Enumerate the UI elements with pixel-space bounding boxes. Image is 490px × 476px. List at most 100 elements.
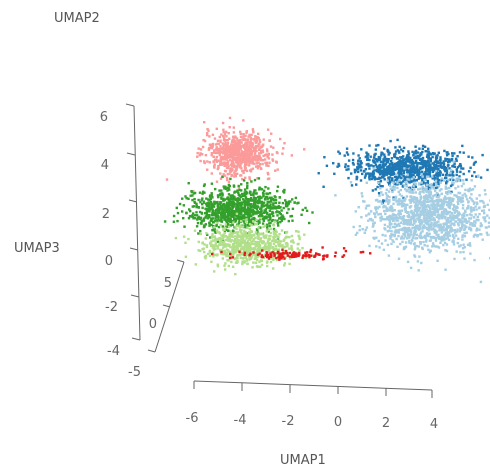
scatter-point (261, 249, 264, 252)
scatter-point (417, 157, 420, 160)
scatter-point (427, 159, 430, 163)
scatter-point (211, 196, 214, 199)
scatter-point (416, 174, 420, 177)
scatter-point (380, 169, 383, 173)
scatter-point (382, 158, 385, 161)
scatter-point (249, 161, 252, 164)
scatter-point (205, 214, 209, 217)
scatter-point (266, 150, 269, 153)
scatter-point (397, 213, 401, 216)
scatter-point (479, 222, 483, 225)
scatter-point (215, 160, 218, 163)
scatter-point (234, 198, 238, 201)
scatter-point (431, 170, 435, 173)
scatter-point (412, 176, 416, 179)
scatter-point (230, 154, 233, 157)
scatter-point (384, 192, 388, 195)
scatter-point (442, 160, 445, 163)
scatter-point (225, 201, 229, 204)
scatter-point (248, 164, 251, 167)
scatter-point (292, 251, 296, 255)
scatter-point (240, 203, 244, 206)
scatter-point (406, 211, 410, 214)
scatter-point (243, 243, 247, 246)
scatter-point (273, 206, 276, 210)
scatter-point (439, 223, 442, 226)
scatter-point (256, 249, 259, 252)
scatter-point (349, 181, 353, 184)
scatter-point (275, 258, 279, 262)
scatter-point (477, 175, 480, 178)
scatter-point (447, 159, 450, 162)
scatter-point (217, 217, 220, 220)
scatter-point (261, 162, 264, 166)
scatter-point (419, 157, 422, 161)
scatter-point (443, 241, 447, 245)
scatter-point (257, 241, 261, 245)
scatter-point (393, 185, 397, 189)
scatter-point (220, 213, 224, 216)
scatter-point (395, 237, 398, 241)
scatter-point (253, 153, 256, 156)
scatter-point (249, 136, 253, 139)
scatter-point (440, 225, 444, 229)
scatter-point (447, 161, 450, 164)
scatter-point (242, 136, 245, 139)
scatter-point (410, 217, 413, 220)
scatter-point (398, 215, 402, 219)
scatter-point (409, 166, 412, 170)
scatter-point (241, 209, 244, 213)
scatter-point (445, 243, 449, 246)
scatter-point (227, 156, 230, 159)
scatter-point (488, 216, 490, 220)
scatter-point (408, 215, 411, 218)
scatter-point (245, 130, 248, 133)
scatter-point (385, 161, 388, 164)
scatter-point (223, 199, 226, 202)
scatter-point (413, 248, 417, 251)
scatter-point (268, 209, 272, 213)
scatter-point (428, 225, 431, 228)
scatter-point (452, 160, 455, 164)
scatter-point (236, 153, 239, 156)
scatter-point (247, 215, 250, 219)
scatter-point (232, 203, 235, 207)
scatter-point (381, 169, 385, 173)
scatter-point (279, 137, 282, 141)
scatter-point (421, 175, 424, 178)
scatter-point (202, 217, 206, 220)
scatter-point (418, 213, 421, 217)
scatter-point (212, 160, 215, 163)
scatter-point (372, 156, 376, 159)
scatter-point (287, 200, 291, 203)
scatter-point (272, 238, 275, 242)
scatter-point (194, 263, 197, 266)
scatter-point (419, 190, 422, 194)
scatter-point (464, 210, 467, 214)
scatter-point (260, 188, 264, 191)
scatter-point (233, 250, 236, 253)
scatter-point (334, 194, 337, 197)
scatter-point (370, 173, 373, 176)
scatter-point (264, 161, 267, 165)
scatter-point (422, 206, 425, 209)
scatter-point (391, 239, 394, 242)
scatter-point (440, 212, 444, 215)
scatter-point (444, 195, 447, 198)
scatter-point (412, 234, 415, 237)
scatter-point (248, 228, 251, 231)
scatter-point (426, 173, 429, 176)
scatter-point (345, 147, 349, 150)
scatter-point (216, 231, 219, 234)
scatter-point (235, 247, 239, 250)
scatter-point (247, 158, 251, 161)
scatter-point (419, 223, 422, 226)
scatter-point (394, 146, 397, 149)
scatter-point (337, 150, 340, 153)
scatter-point (365, 181, 368, 184)
scatter-point (291, 198, 294, 201)
scatter-point (237, 239, 240, 242)
scatter-point (220, 252, 224, 256)
scatter-point (259, 157, 262, 160)
scatter-point (202, 219, 206, 222)
